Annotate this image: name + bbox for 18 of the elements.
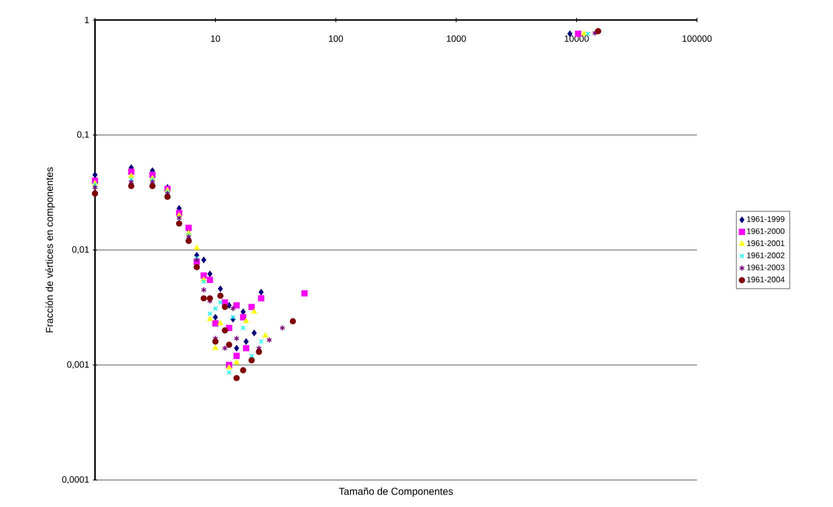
- x-tick-label: 100000: [682, 35, 712, 42]
- x-tick-label: 100: [328, 35, 343, 42]
- y-axis-title: Fracción de vértices en componentes: [45, 167, 55, 332]
- legend-label: 1961-2002: [747, 252, 784, 258]
- y-tick-label: 0,0001: [62, 476, 89, 484]
- x-tick-label: 10000: [564, 35, 589, 42]
- x-tick-label: 1000: [446, 35, 466, 42]
- x-tick-label: 10: [211, 35, 220, 42]
- legend-label: 1961-2000: [747, 228, 784, 234]
- y-tick-label: 1: [85, 16, 89, 24]
- legend-label: 1961-2003: [747, 264, 784, 270]
- y-tick-label: 0,001: [67, 361, 89, 369]
- x-axis-title: Tamaño de Componentes: [338, 488, 453, 497]
- legend-label: 1961-1999: [747, 216, 784, 222]
- legend-label: 1961-2001: [747, 240, 784, 246]
- y-tick-label: 0,1: [77, 131, 89, 139]
- y-tick-label: 0,01: [72, 246, 89, 254]
- legend-label: 1961-2004: [747, 276, 785, 282]
